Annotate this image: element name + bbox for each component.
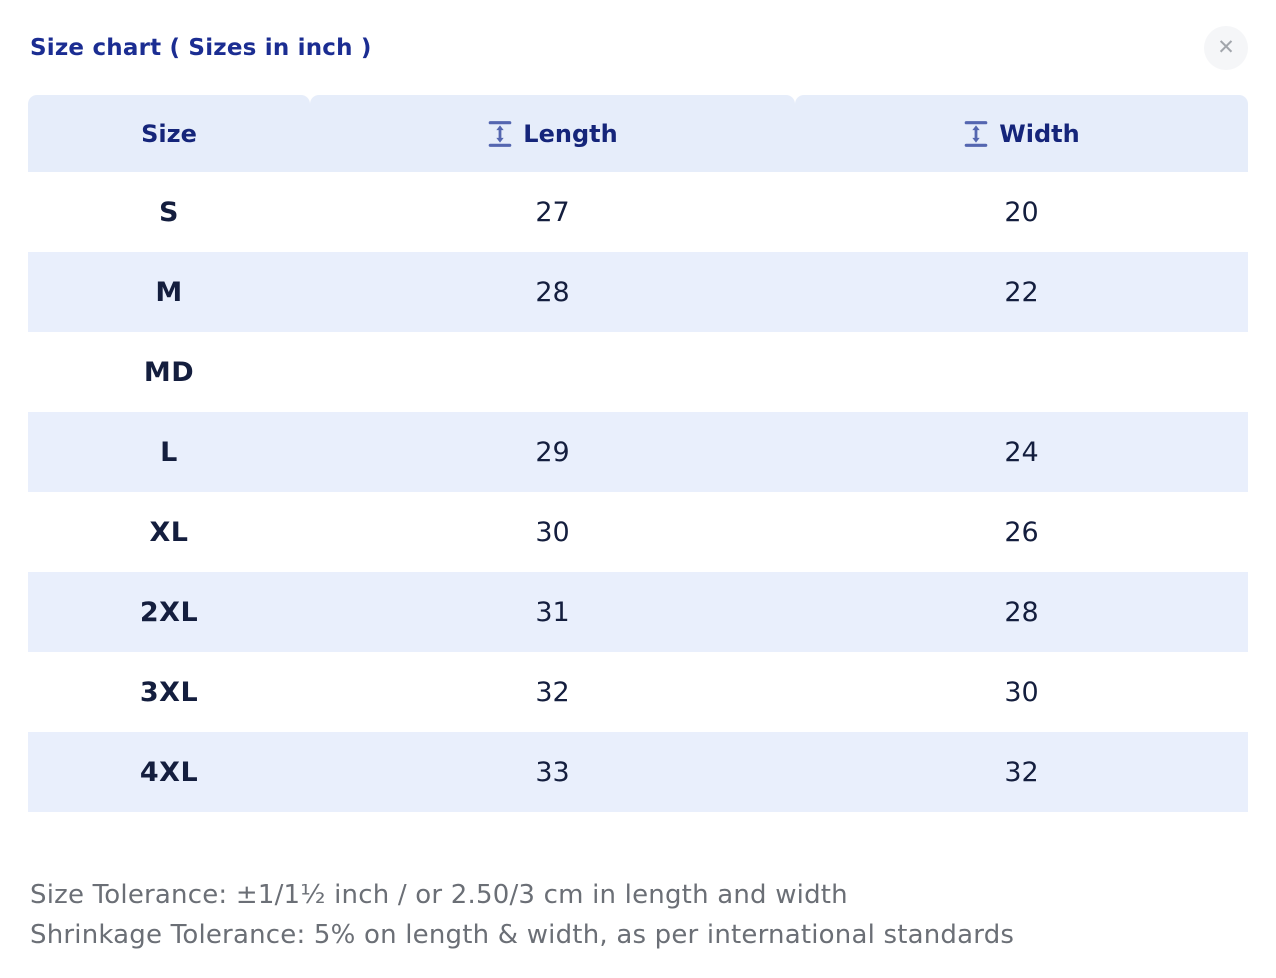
column-header-width: Width — [795, 95, 1248, 172]
size-cell: 4XL — [28, 732, 310, 812]
length-cell: 28 — [310, 252, 795, 332]
length-cell: 32 — [310, 652, 795, 732]
size-tolerance-note: Size Tolerance: ±1/1½ inch / or 2.50/3 c… — [30, 880, 848, 910]
size-cell: L — [28, 412, 310, 492]
length-measure-icon — [488, 120, 512, 147]
header-row: Size Length — [28, 95, 1248, 172]
column-header-width-label: Width — [999, 119, 1080, 148]
size-cell: S — [28, 172, 310, 252]
size-cell: M — [28, 252, 310, 332]
modal-title: Size chart ( Sizes in inch ) — [30, 34, 372, 61]
column-header-size-label: Size — [141, 119, 197, 148]
length-cell — [310, 332, 795, 412]
shrinkage-tolerance-note: Shrinkage Tolerance: 5% on length & widt… — [30, 920, 1015, 950]
width-measure-icon — [964, 120, 988, 147]
width-cell: 24 — [795, 412, 1248, 492]
table-row: 4XL 33 32 — [28, 732, 1248, 812]
table-row: 2XL 31 28 — [28, 572, 1248, 652]
length-cell: 30 — [310, 492, 795, 572]
close-icon: ✕ — [1217, 35, 1235, 59]
table-header: Size Length — [28, 95, 1248, 172]
table-body: S 27 20 M 28 22 MD L 29 24 XL 30 — [28, 172, 1248, 812]
close-button[interactable]: ✕ — [1204, 25, 1248, 70]
length-cell: 29 — [310, 412, 795, 492]
table-row: XL 30 26 — [28, 492, 1248, 572]
table-row: MD — [28, 332, 1248, 412]
table-row: L 29 24 — [28, 412, 1248, 492]
table-row: M 28 22 — [28, 252, 1248, 332]
size-cell: MD — [28, 332, 310, 412]
column-header-length: Length — [310, 95, 795, 172]
width-cell: 26 — [795, 492, 1248, 572]
modal-titlebar: Size chart ( Sizes in inch ) ✕ — [0, 0, 1276, 70]
tolerance-notes: Size Tolerance: ±1/1½ inch / or 2.50/3 c… — [30, 875, 1248, 955]
width-cell: 28 — [795, 572, 1248, 652]
width-cell: 22 — [795, 252, 1248, 332]
column-header-size: Size — [28, 95, 310, 172]
size-cell: XL — [28, 492, 310, 572]
length-cell: 33 — [310, 732, 795, 812]
width-cell: 32 — [795, 732, 1248, 812]
size-chart-table: Size Length — [28, 95, 1248, 812]
column-header-length-label: Length — [523, 119, 618, 148]
width-cell: 30 — [795, 652, 1248, 732]
width-cell: 20 — [795, 172, 1248, 252]
length-cell: 27 — [310, 172, 795, 252]
table-row: 3XL 32 30 — [28, 652, 1248, 732]
width-cell — [795, 332, 1248, 412]
table-row: S 27 20 — [28, 172, 1248, 252]
length-cell: 31 — [310, 572, 795, 652]
size-cell: 2XL — [28, 572, 310, 652]
size-cell: 3XL — [28, 652, 310, 732]
